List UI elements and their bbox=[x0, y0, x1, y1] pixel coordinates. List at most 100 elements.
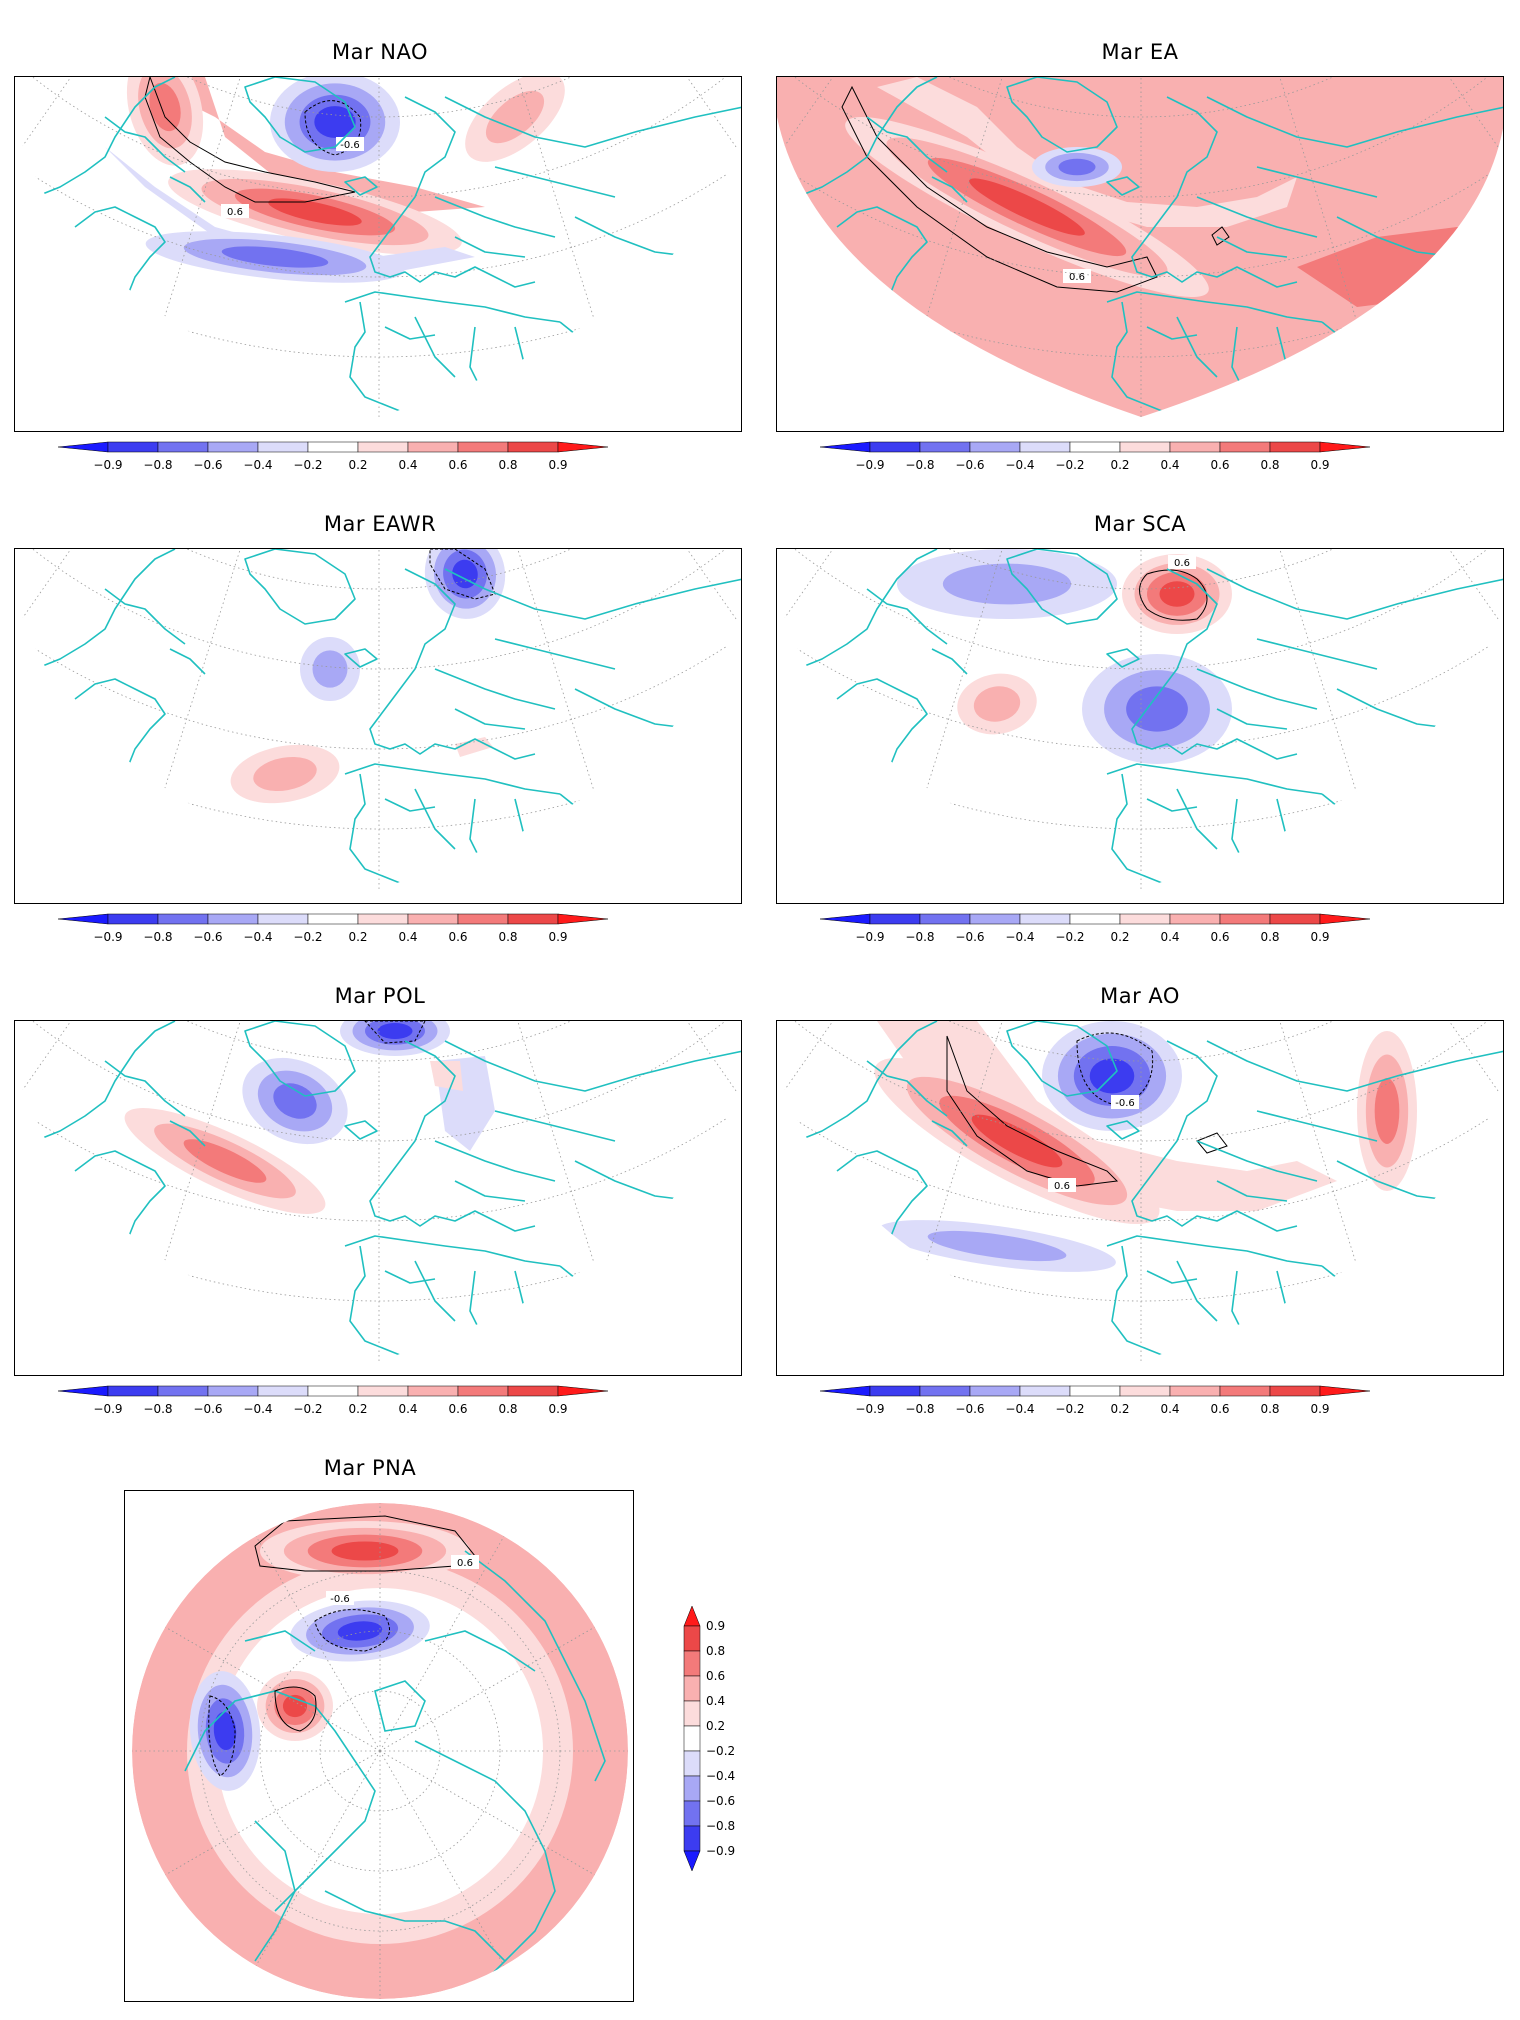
colorbar-swatch bbox=[107, 1385, 159, 1397]
colorbar-tick-label: −0.8 bbox=[143, 930, 173, 944]
colorbar-tick-label: −0.4 bbox=[243, 1402, 273, 1416]
colorbar-swatch bbox=[1019, 913, 1071, 925]
colorbar-tick-label: 0.8 bbox=[498, 930, 518, 944]
colorbar-arrow-right bbox=[557, 913, 609, 925]
colorbar-swatch bbox=[207, 441, 259, 453]
neg-ring bbox=[105, 147, 475, 272]
colorbar-swatch bbox=[1119, 913, 1171, 925]
nao-pos-asia bbox=[465, 77, 565, 162]
colorbar-swatch bbox=[1069, 441, 1121, 453]
colorbar-swatch bbox=[257, 913, 309, 925]
colorbar-tick-label: 0.9 bbox=[706, 1619, 726, 1633]
colorbar-tick-label: 0.6 bbox=[1210, 458, 1230, 472]
field-layer: 0.6 -0.6 bbox=[132, 1503, 628, 1999]
colorbar-tick-label: 0.8 bbox=[1260, 458, 1280, 472]
colorbar-swatch bbox=[1169, 913, 1221, 925]
colorbar-arrow-left bbox=[820, 913, 871, 925]
map-frame: 0.6 -0.6 bbox=[776, 1020, 1504, 1376]
map-frame: 0.6 -0.6 bbox=[124, 1490, 634, 2002]
pna-pos-canada bbox=[257, 1671, 333, 1741]
contour-level bbox=[1159, 581, 1195, 607]
contour-level bbox=[1058, 158, 1096, 176]
colorbar-swatch bbox=[919, 913, 971, 925]
colorbar: −0.9 −0.8 −0.6 −0.4 −0.2 0.2 0.4 0.6 0.8 0.9 bbox=[820, 912, 1460, 952]
colorbar-tick-label: 0.2 bbox=[706, 1719, 726, 1733]
colorbar-tick-label: 0.6 bbox=[448, 930, 468, 944]
colorbar-tick-label: −0.9 bbox=[93, 1402, 123, 1416]
colorbar-tick-label: −0.6 bbox=[193, 1402, 223, 1416]
pna-map: 0.6 -0.6 bbox=[132, 1503, 628, 1999]
colorbar-swatch bbox=[157, 441, 209, 453]
colorbar-tick-label: −0.6 bbox=[193, 930, 223, 944]
colorbar-swatch bbox=[157, 913, 209, 925]
colorbar-tick-label: −0.2 bbox=[1055, 930, 1085, 944]
colorbar-tick-label: 0.9 bbox=[1310, 930, 1330, 944]
colorbar-tick-label: 0.9 bbox=[548, 1402, 568, 1416]
colorbar-arrow-right bbox=[1319, 441, 1371, 453]
colorbar-tick-label: 0.2 bbox=[348, 1402, 368, 1416]
colorbar-swatch bbox=[869, 441, 921, 453]
colorbar-arrow-right bbox=[557, 1385, 609, 1397]
ea-white-band bbox=[877, 77, 1297, 227]
contour-0.6 bbox=[841, 85, 1158, 293]
sca-neg-europe bbox=[1082, 654, 1232, 764]
panel-sca: Mar SCA 0.6 −0.9 −0.8 −0.6 −0.4 −0.2 0.2 0.4 0.… bbox=[760, 512, 1520, 952]
panel-title: Mar SCA bbox=[1093, 512, 1187, 536]
colorbar-swatch bbox=[1219, 441, 1271, 453]
sca-pos-scandinavia bbox=[1122, 554, 1232, 634]
pol-neg-africa bbox=[445, 1241, 715, 1361]
contour-label-bg bbox=[451, 1555, 479, 1569]
colorbar-tick-label: 0.2 bbox=[348, 930, 368, 944]
coastlines bbox=[34, 77, 741, 417]
colorbar: −0.9 −0.8 −0.6 −0.4 −0.2 0.2 0.4 0.6 0.8 0.9 bbox=[58, 440, 698, 480]
colorbar-tick-label: 0.2 bbox=[1110, 930, 1130, 944]
contour-label-bg bbox=[1168, 555, 1196, 569]
colorbar-arrow-right bbox=[557, 441, 609, 453]
colorbar-tick-label: −0.8 bbox=[706, 1819, 736, 1833]
contour-level bbox=[969, 178, 1085, 236]
contour-label-bg bbox=[1048, 1178, 1076, 1192]
colorbar-arrow-bottom bbox=[683, 1850, 701, 1872]
panel-title: Mar POL bbox=[334, 984, 426, 1008]
colorbar: −0.9 −0.8 −0.6 −0.4 −0.2 0.2 0.4 0.6 0.8 0.9 bbox=[58, 1384, 698, 1424]
colorbar-swatch bbox=[969, 441, 1021, 453]
sca-neg-greenland bbox=[897, 549, 1117, 619]
colorbar-tick-label: −0.6 bbox=[955, 930, 985, 944]
colorbar-tick-label: −0.2 bbox=[293, 458, 323, 472]
field-layer: 0.6 -0.6 bbox=[15, 77, 741, 417]
contour-neg bbox=[363, 1021, 426, 1044]
colorbar-tick-label: 0.6 bbox=[448, 1402, 468, 1416]
colorbar-tick-label: 0.8 bbox=[498, 458, 518, 472]
vertical-colorbar: 0.9 0.8 0.6 0.4 0.2 −0.2 −0.4 −0.6 −0.8 −0.9 bbox=[680, 1605, 760, 1876]
colorbar-tick-label: −0.9 bbox=[855, 1402, 885, 1416]
contour-0.6 bbox=[1139, 569, 1208, 621]
colorbar-swatch bbox=[307, 1385, 359, 1397]
colorbar-swatch bbox=[869, 913, 921, 925]
ao-pos-band bbox=[877, 1021, 1337, 1211]
colorbar-tick-label: 0.4 bbox=[398, 458, 418, 472]
colorbar-tick-label: 0.2 bbox=[1110, 458, 1130, 472]
colorbar-swatch bbox=[683, 1650, 701, 1677]
colorbar-tick-label: 0.9 bbox=[548, 458, 568, 472]
panel-pna: Mar PNA 0.6 -0.6 bbox=[110, 1456, 670, 2016]
coastlines bbox=[184, 1550, 606, 1982]
colorbar-swatch bbox=[683, 1725, 701, 1752]
colorbar-swatch bbox=[207, 1385, 259, 1397]
colorbar: −0.9 −0.8 −0.6 −0.4 −0.2 0.2 0.4 0.6 0.8 0.9 bbox=[820, 1384, 1460, 1424]
contour-0.6-canada bbox=[274, 1686, 317, 1732]
sca-pos-atlantic bbox=[957, 673, 1037, 735]
colorbar-tick-label: −0.2 bbox=[706, 1744, 736, 1758]
contour-label: 0.6 bbox=[1174, 558, 1190, 569]
graticule bbox=[15, 1021, 741, 1361]
contour-0.6-small bbox=[1196, 1132, 1228, 1154]
contour-label: -0.6 bbox=[340, 140, 360, 151]
colorbar-tick-label: 0.4 bbox=[398, 930, 418, 944]
colorbar-tick-label: −0.9 bbox=[706, 1844, 736, 1858]
contour-neg-0.6 bbox=[314, 1609, 390, 1652]
colorbar-swatch bbox=[1119, 441, 1171, 453]
contour-label: 0.6 bbox=[457, 1558, 473, 1569]
contour-level bbox=[971, 1114, 1063, 1168]
contour-level bbox=[485, 90, 545, 144]
colorbar-swatch bbox=[1269, 441, 1321, 453]
colorbar-swatch bbox=[257, 1385, 309, 1397]
